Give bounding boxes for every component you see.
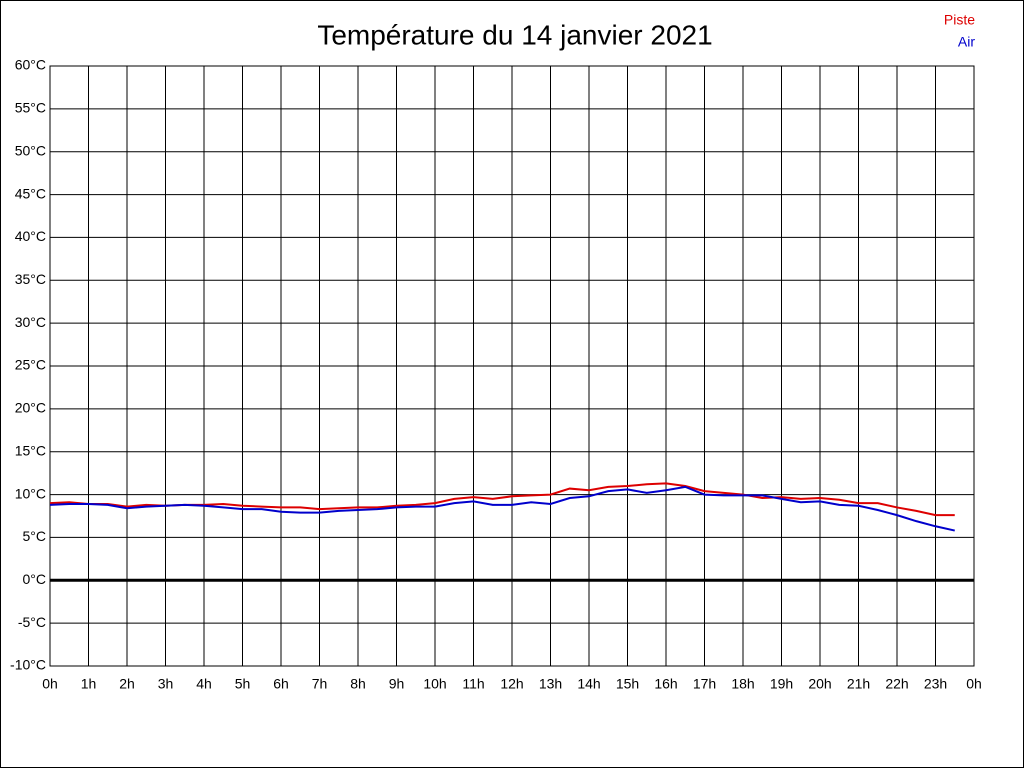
x-tick-label: 13h (539, 676, 562, 692)
x-tick-label: 5h (235, 676, 251, 692)
x-tick-label: 14h (577, 676, 600, 692)
y-tick-label: 25°C (15, 357, 46, 373)
x-tick-label: 11h (462, 676, 484, 692)
x-tick-label: 8h (350, 676, 366, 692)
y-tick-label: 15°C (15, 442, 46, 458)
y-tick-label: 40°C (15, 228, 46, 244)
x-tick-label: 6h (273, 676, 289, 692)
x-tick-label: 9h (389, 676, 405, 692)
series-line (49, 485, 955, 532)
x-tick-label: 23h (924, 676, 947, 692)
x-tick-label: 15h (616, 676, 639, 692)
y-tick-label: -10°C (10, 657, 46, 673)
x-tick-label: 19h (770, 676, 793, 692)
y-tick-label: 0°C (23, 571, 47, 587)
x-tick-label: 20h (808, 676, 831, 692)
x-tick-label: 21h (847, 676, 870, 692)
x-tick-label: 4h (196, 676, 212, 692)
x-tick-label: 0h (966, 676, 982, 692)
legend-entry: Piste (944, 12, 975, 28)
y-tick-label: 60°C (15, 57, 46, 73)
x-tick-label: 16h (654, 676, 677, 692)
y-tick-label: 30°C (15, 314, 46, 330)
y-tick-label: 5°C (23, 528, 47, 544)
x-tick-label: 3h (158, 676, 174, 692)
plot-border (49, 65, 975, 667)
y-tick-label: 10°C (15, 485, 46, 501)
x-tick-label: 22h (885, 676, 908, 692)
x-tick-label: 2h (119, 676, 135, 692)
x-tick-label: 0h (42, 676, 58, 692)
y-tick-label: -5°C (18, 614, 46, 630)
chart-title: Température du 14 janvier 2021 (317, 19, 712, 50)
y-tick-label: 55°C (15, 100, 46, 116)
legend-entry: Air (958, 34, 975, 50)
y-tick-label: 45°C (15, 185, 46, 201)
y-tick-label: 20°C (15, 400, 46, 416)
x-tick-label: 17h (693, 676, 716, 692)
x-tick-label: 12h (500, 676, 523, 692)
x-tick-label: 1h (81, 676, 97, 692)
y-tick-label: 50°C (15, 142, 46, 158)
x-tick-label: 18h (731, 676, 754, 692)
x-tick-label: 7h (312, 676, 328, 692)
x-tick-label: 10h (423, 676, 446, 692)
y-tick-label: 35°C (15, 271, 46, 287)
